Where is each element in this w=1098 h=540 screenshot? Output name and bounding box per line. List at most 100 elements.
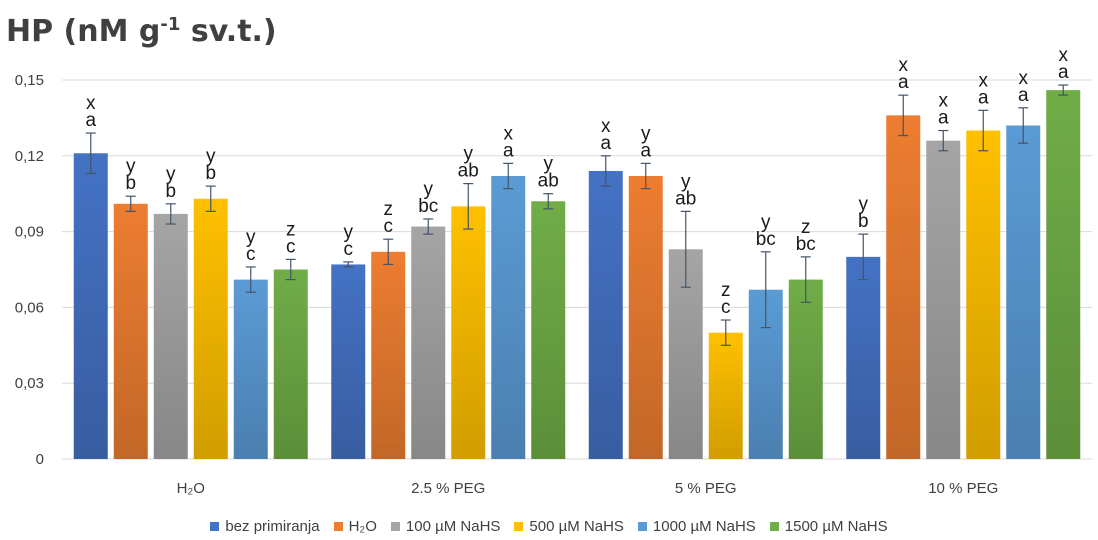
legend-swatch bbox=[210, 522, 220, 531]
legend-label: 1500 µM NaHS bbox=[784, 518, 888, 535]
significance-label-lower: a bbox=[600, 133, 611, 154]
x-tick-label: 5 % PEG bbox=[675, 480, 737, 497]
significance-label-lower: ab bbox=[458, 161, 479, 182]
bar bbox=[73, 153, 108, 460]
significance-label-lower: b bbox=[165, 181, 176, 202]
bar bbox=[886, 115, 921, 459]
significance-label-lower: a bbox=[1018, 85, 1029, 106]
significance-label-upper: x bbox=[979, 70, 989, 91]
significance-label-upper: y bbox=[246, 227, 256, 248]
significance-label-lower: ab bbox=[538, 171, 559, 192]
legend-item: 100 µM NaHS bbox=[390, 518, 501, 535]
significance-label-upper: z bbox=[721, 280, 731, 301]
significance-label-lower: c bbox=[384, 216, 394, 237]
x-tick-label: H₂O bbox=[177, 480, 205, 497]
bar bbox=[628, 176, 663, 459]
legend-item: 1000 µM NaHS bbox=[637, 518, 756, 535]
y-tick-label: 0,12 bbox=[15, 148, 44, 165]
y-tick-label: 0,15 bbox=[15, 72, 44, 89]
significance-label-lower: a bbox=[640, 140, 651, 161]
y-tick-label: 0,06 bbox=[15, 299, 44, 316]
legend-swatch bbox=[514, 522, 524, 531]
bar bbox=[1046, 90, 1081, 460]
significance-label-lower: ab bbox=[675, 188, 696, 209]
bar bbox=[331, 264, 366, 459]
significance-label-lower: bc bbox=[756, 229, 776, 250]
bar bbox=[233, 279, 268, 459]
legend-item: 1500 µM NaHS bbox=[769, 518, 888, 535]
y-tick-label: 0,09 bbox=[15, 224, 44, 241]
significance-label-upper: y bbox=[681, 171, 691, 192]
legend: bez primiranja H₂O 100 µM NaHS 500 µM NaHS 1… bbox=[0, 518, 1098, 535]
significance-label-lower: b bbox=[125, 173, 136, 194]
legend-label: bez primiranja bbox=[225, 518, 320, 535]
significance-label-upper: x bbox=[601, 116, 611, 137]
bar bbox=[588, 170, 623, 459]
significance-label-upper: z bbox=[384, 199, 394, 220]
bar bbox=[846, 256, 881, 459]
significance-label-upper: y bbox=[424, 179, 434, 200]
legend-label: 100 µM NaHS bbox=[405, 518, 501, 535]
significance-label-upper: y bbox=[641, 123, 651, 144]
significance-label-upper: x bbox=[939, 91, 949, 112]
significance-label-upper: x bbox=[1059, 45, 1069, 66]
significance-label-lower: c bbox=[721, 297, 731, 318]
bar bbox=[193, 198, 228, 459]
significance-label-lower: a bbox=[85, 110, 96, 131]
x-tick-label: 2.5 % PEG bbox=[411, 480, 485, 497]
significance-label-upper: y bbox=[126, 156, 136, 177]
bar bbox=[491, 176, 526, 459]
x-tick-label: 10 % PEG bbox=[928, 480, 998, 497]
bar bbox=[708, 332, 743, 459]
significance-label-upper: y bbox=[206, 146, 216, 167]
bar bbox=[1006, 125, 1041, 459]
significance-label-lower: a bbox=[938, 108, 949, 129]
legend-swatch bbox=[333, 522, 343, 531]
significance-label-upper: z bbox=[801, 217, 811, 238]
bar bbox=[273, 269, 308, 459]
significance-label-upper: y bbox=[761, 212, 771, 233]
chart-title-sup: -1 bbox=[160, 14, 181, 35]
significance-label-lower: a bbox=[503, 140, 514, 161]
significance-label-lower: a bbox=[898, 72, 909, 93]
significance-label-lower: b bbox=[205, 163, 216, 184]
bar bbox=[966, 130, 1001, 460]
significance-label-upper: y bbox=[464, 144, 474, 165]
chart-title-rest: sv.t.) bbox=[180, 14, 277, 49]
bar bbox=[153, 213, 188, 459]
significance-label-lower: c bbox=[344, 239, 354, 260]
significance-label-lower: a bbox=[1058, 62, 1069, 83]
significance-label-upper: y bbox=[166, 164, 176, 185]
legend-swatch bbox=[390, 522, 400, 531]
bar bbox=[451, 206, 486, 459]
significance-label-upper: y bbox=[544, 154, 554, 175]
bar bbox=[371, 251, 406, 459]
significance-label-lower: a bbox=[978, 87, 989, 108]
chart-title-main: HP (nM g bbox=[6, 14, 161, 49]
legend-label: H₂O bbox=[348, 518, 377, 535]
significance-label-upper: x bbox=[86, 93, 96, 114]
legend-swatch bbox=[769, 522, 779, 531]
significance-label-upper: x bbox=[1019, 68, 1029, 89]
significance-label-lower: bc bbox=[796, 234, 816, 255]
bar bbox=[531, 201, 566, 459]
legend-item: H₂O bbox=[333, 518, 377, 535]
legend-label: 500 µM NaHS bbox=[529, 518, 624, 535]
significance-label-lower: c bbox=[286, 236, 296, 257]
bar bbox=[113, 203, 148, 459]
significance-label-lower: bc bbox=[418, 196, 438, 217]
significance-label-upper: y bbox=[344, 222, 354, 243]
significance-label-lower: b bbox=[858, 211, 869, 232]
significance-label-upper: x bbox=[504, 123, 514, 144]
y-tick-label: 0,03 bbox=[15, 375, 44, 392]
bar bbox=[788, 279, 823, 459]
significance-label-upper: x bbox=[899, 55, 909, 76]
bar bbox=[411, 226, 446, 459]
legend-item: 500 µM NaHS bbox=[514, 518, 624, 535]
significance-label-lower: c bbox=[246, 244, 256, 265]
legend-item: bez primiranja bbox=[210, 518, 320, 535]
significance-label-upper: y bbox=[859, 194, 869, 215]
chart-title: HP (nM g-1 sv.t.) bbox=[6, 14, 277, 49]
y-tick-label: 0 bbox=[36, 451, 44, 468]
